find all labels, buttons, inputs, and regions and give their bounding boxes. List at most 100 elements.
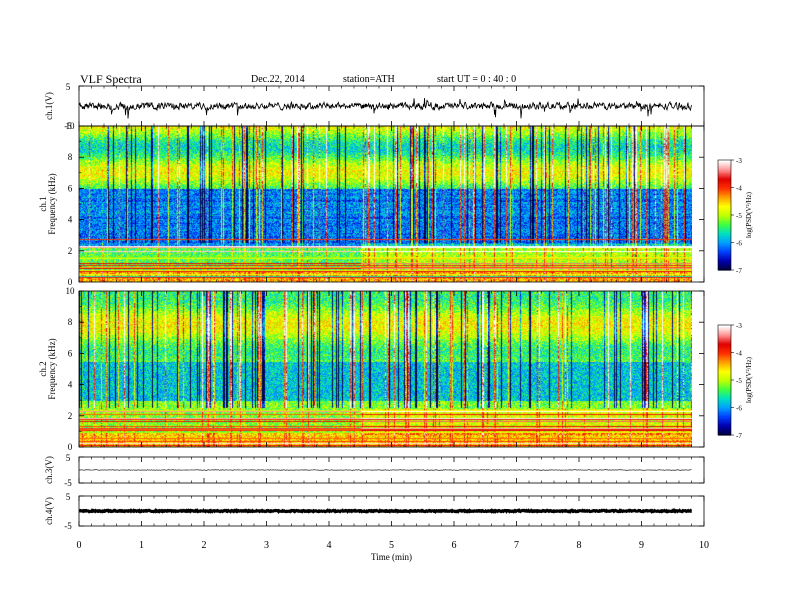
- spec2-colorbar-segment: [718, 347, 731, 349]
- x-tick-label: 7: [514, 540, 519, 551]
- spec1-colorbar-segment: [718, 250, 731, 253]
- spec2-colorbar-segment: [718, 333, 731, 336]
- spec1-colorbar-segment: [718, 213, 731, 216]
- spec2-colorbar-segment: [718, 331, 731, 334]
- spec2-colorbar-segment: [718, 344, 731, 347]
- spec2-colorbar-segment: [718, 392, 731, 395]
- spec1-colorbar-segment: [718, 221, 731, 224]
- spec1-colorbar-segment: [718, 259, 731, 261]
- spec2-colorbar-segment: [718, 356, 731, 359]
- spec1-colorbar-segment: [718, 194, 731, 197]
- spec1-colorbar-segment: [718, 268, 731, 271]
- spec1-colorbar-segment: [718, 199, 731, 202]
- spec1-colorbar-segment: [718, 172, 731, 175]
- spec1-colorbar-segment: [718, 237, 731, 239]
- x-tick-label: 5: [389, 540, 394, 551]
- spec1-colorbar-segment: [718, 171, 731, 173]
- spec1-colorbar-segment: [718, 191, 731, 194]
- spec2-colorbar-segment: [718, 388, 731, 391]
- spec2-colorbar-segment: [718, 336, 731, 338]
- spec1-colorbar-segment: [718, 215, 731, 217]
- ch1-ytick-label-top: 5: [66, 82, 71, 92]
- spec1-colorbar-tick-label: -6: [736, 240, 742, 248]
- spec2-colorbar-segment: [718, 330, 731, 333]
- spec1-channel-label: ch.1: [38, 196, 48, 211]
- spec1-colorbar-segment: [718, 173, 731, 176]
- spec1-colorbar-segment: [718, 190, 731, 193]
- spec2-colorbar-segment: [718, 397, 731, 400]
- spec2-colorbar-segment: [718, 429, 731, 432]
- spec1-ytick-label: 6: [68, 183, 73, 193]
- spec2-colorbar-segment: [718, 348, 731, 351]
- spec1-colorbar-segment: [718, 267, 731, 270]
- spec1-colorbar-tick-label: -5: [736, 212, 742, 220]
- spec1-colorbar-segment: [718, 224, 731, 227]
- spec2-colorbar-segment: [718, 378, 731, 381]
- spec2-colorbar-segment: [718, 407, 731, 410]
- spec2-colorbar-segment: [718, 369, 731, 371]
- ch1-signal-line: [78, 97, 692, 119]
- spec2-colorbar-segment: [718, 334, 731, 337]
- spec2-colorbar-segment: [718, 422, 731, 425]
- spec2-colorbar-segment: [718, 400, 731, 403]
- spec1-colorbar-segment: [718, 220, 731, 223]
- spec2-colorbar-tick-label: -6: [736, 405, 742, 413]
- spec1-ytick-label: 0: [68, 277, 73, 287]
- spec1-colorbar-segment: [718, 209, 731, 212]
- ch1-y-axis-label: ch.1(V): [44, 92, 54, 120]
- spec1-colorbar-segment: [718, 205, 731, 208]
- spec2-colorbar-segment: [718, 362, 731, 365]
- spec1-colorbar-segment: [718, 265, 731, 268]
- spec1-colorbar-segment: [718, 232, 731, 235]
- spec2-ytick-label: 6: [68, 348, 73, 358]
- x-tick-label: 4: [327, 540, 332, 551]
- spec1-ytick-label: 4: [68, 215, 73, 225]
- spec2-colorbar-segment: [718, 326, 731, 329]
- spec2-colorbar-segment: [718, 432, 731, 435]
- spec1-colorbar-segment: [718, 180, 731, 183]
- spec2-colorbar-segment: [718, 349, 731, 352]
- spec1-spectrogram-image: [79, 126, 692, 282]
- spec1-colorbar-segment: [718, 193, 731, 195]
- spec2-colorbar-segment: [718, 395, 731, 398]
- spec2-colorbar-segment: [718, 345, 731, 348]
- x-tick-label: 2: [202, 540, 207, 551]
- spec2-channel-label: ch.2: [38, 361, 48, 376]
- spec1-colorbar-segment: [718, 186, 731, 189]
- ch3-y-axis-label: ch.3(V): [44, 456, 54, 484]
- ch3-signal-line: [79, 469, 692, 471]
- spec2-colorbar-segment: [718, 380, 731, 382]
- spec1-colorbar-segment: [718, 160, 731, 162]
- x-axis-label: Time (min): [371, 552, 412, 562]
- spec2-colorbar-segment: [718, 381, 731, 384]
- spec1-colorbar-segment: [718, 249, 731, 252]
- spec1-colorbar-segment: [718, 245, 731, 248]
- spec2-colorbar-segment: [718, 371, 731, 374]
- spec1-colorbar-segment: [718, 206, 731, 209]
- spec2-colorbar-segment: [718, 373, 731, 376]
- spec1-colorbar-segment: [718, 227, 731, 230]
- spec1-colorbar-segment: [718, 175, 731, 178]
- station-label: station=ATH: [343, 74, 395, 85]
- spec1-colorbar-segment: [718, 239, 731, 242]
- spec1-colorbar-segment: [718, 257, 731, 260]
- spec2-colorbar-segment: [718, 342, 731, 345]
- ch1-ytick-label-bottom: -5: [64, 121, 72, 131]
- spec1-colorbar-segment: [718, 256, 731, 259]
- spec1-colorbar-segment: [718, 177, 731, 180]
- date-label: Dec.22, 2014: [251, 74, 305, 85]
- spec1-colorbar-segment: [718, 252, 731, 255]
- spec2-colorbar-segment: [718, 367, 731, 370]
- spec2-colorbar-segment: [718, 340, 731, 343]
- spec2-colorbar-segment: [718, 360, 731, 363]
- spec2-colorbar-segment: [718, 413, 731, 415]
- spec2-colorbar-segment: [718, 370, 731, 373]
- spec2-colorbar-label: log(PSD(V²/Hz): [745, 356, 753, 403]
- spec1-colorbar-segment: [718, 248, 731, 250]
- spec1-colorbar-segment: [718, 235, 731, 238]
- x-tick-label: 8: [577, 540, 582, 551]
- spec1-y-axis-label: Frequency (kHz): [47, 173, 57, 234]
- spec2-colorbar-segment: [718, 393, 731, 396]
- ch4-ytick-label-top: 5: [66, 492, 71, 502]
- spec2-colorbar-segment: [718, 341, 731, 344]
